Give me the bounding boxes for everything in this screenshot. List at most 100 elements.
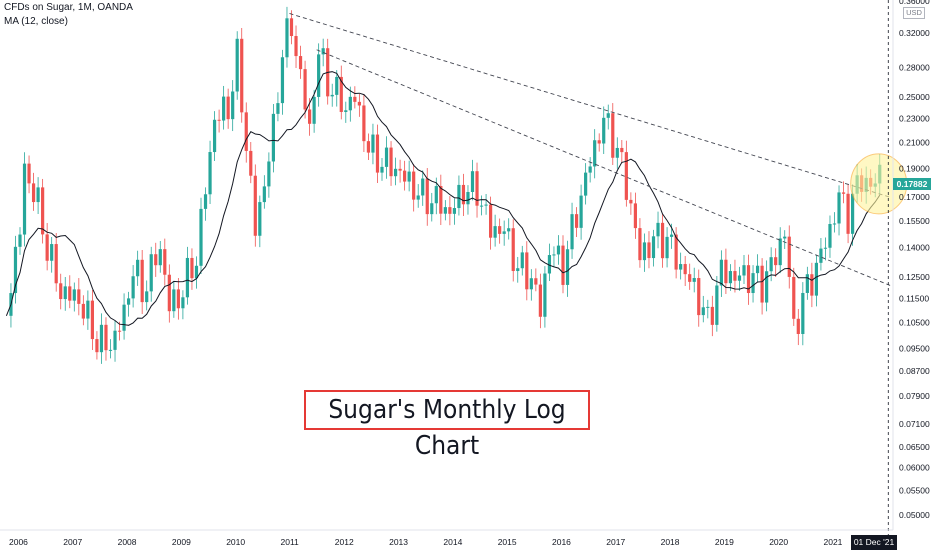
candle-body [801, 292, 805, 334]
candle-body [737, 275, 742, 281]
year-tick-label: 2008 [118, 537, 137, 547]
candle-body [212, 119, 217, 153]
candle-body [317, 54, 321, 97]
candle-body [733, 271, 737, 281]
candle-body [407, 171, 411, 182]
candle-body [624, 152, 628, 200]
candle-body [136, 259, 140, 277]
candle-body [660, 222, 665, 259]
price-tick-label: 0.07100 [899, 419, 930, 429]
candle-body [633, 203, 637, 229]
candle-body [412, 171, 416, 200]
candle-body [321, 48, 325, 55]
candle-body [466, 192, 470, 205]
candle-body [606, 113, 610, 118]
candle-body [289, 18, 294, 37]
candle-body [837, 192, 841, 224]
candle-body [258, 202, 262, 236]
candle-body [285, 18, 289, 58]
candle-body [253, 175, 257, 236]
candle-body [529, 278, 533, 290]
candle-body [335, 76, 339, 95]
candle-body [448, 207, 452, 214]
price-tick-label: 0.14000 [899, 243, 930, 253]
candle-body [308, 109, 312, 124]
candle-body [117, 330, 122, 332]
candle-body [719, 259, 723, 286]
candle-body [127, 298, 131, 305]
candle-body [403, 170, 407, 182]
price-tick-label: 0.28000 [899, 63, 930, 73]
candle-body [439, 186, 443, 214]
candle-body [276, 103, 280, 114]
candle-body [45, 234, 49, 261]
candle-body [751, 273, 755, 294]
candle-body [611, 113, 615, 158]
candle-body [561, 245, 565, 285]
year-tick-label: 2020 [769, 537, 788, 547]
candle-body [27, 163, 31, 184]
candle-body [240, 38, 244, 113]
candle-body [543, 273, 547, 317]
year-tick-label: 2015 [498, 537, 517, 547]
candle-body [819, 248, 823, 263]
candle-body [380, 166, 384, 173]
candle-body [470, 171, 475, 193]
candle-body [312, 96, 316, 124]
price-tick-label: 0.15500 [899, 216, 930, 226]
year-tick-label: 2011 [281, 537, 300, 547]
candle-body [602, 117, 606, 144]
candle-body [294, 36, 298, 57]
candle-body [50, 244, 54, 261]
candle-body [430, 203, 434, 215]
candle-body [90, 300, 94, 340]
candle-body [507, 228, 511, 232]
year-tick-label: 2019 [715, 537, 734, 547]
candle-body [642, 242, 647, 261]
price-tick-label: 0.08700 [899, 366, 930, 376]
price-tick-label: 0.06500 [899, 442, 930, 452]
candle-body [584, 172, 588, 196]
last-price-tag: 0.17882 [893, 178, 931, 191]
candle-body [479, 205, 484, 207]
candle-body [158, 249, 162, 266]
candle-body [638, 228, 642, 261]
candle-body [375, 134, 380, 173]
price-axis[interactable]: 0.32000 0.28000 0.25000 0.23000 0.21000 0.190… [899, 0, 930, 520]
price-tick-label: 0.06000 [899, 463, 930, 473]
candle-body [851, 193, 855, 234]
candle-body [742, 265, 746, 276]
candle-body [778, 238, 782, 266]
price-tick-label: 0.36000 [899, 0, 930, 6]
candle-body [190, 257, 194, 279]
year-tick-label: 2017 [606, 537, 625, 547]
candle-body [679, 264, 683, 270]
candle-body [72, 289, 76, 301]
time-axis[interactable]: 2006 2007 2008 2009 2010 2011 2012 2013 2014 2015… [0, 529, 893, 547]
candle-body [746, 265, 751, 294]
candle-body [203, 194, 208, 209]
candle-body [502, 231, 506, 234]
candle-body [231, 91, 235, 120]
candle-body [520, 252, 524, 269]
candle-body [823, 247, 828, 249]
year-tick-label: 2021 [824, 537, 843, 547]
candle-body [593, 140, 597, 167]
candle-body [534, 278, 538, 285]
candle-body [787, 236, 791, 277]
year-tick-label: 2006 [9, 537, 28, 547]
year-tick-label: 2014 [443, 537, 462, 547]
candle-body [565, 249, 570, 285]
candle-body [344, 110, 348, 112]
candle-body [36, 187, 40, 203]
candle-body [108, 349, 113, 351]
year-tick-label: 2016 [552, 537, 571, 547]
candle-body [131, 276, 135, 299]
candle-body [728, 271, 733, 284]
candle-body [846, 193, 850, 234]
candle-body [22, 163, 27, 235]
candle-body [226, 96, 230, 120]
candle-body [692, 278, 696, 282]
candle-body [357, 101, 361, 106]
